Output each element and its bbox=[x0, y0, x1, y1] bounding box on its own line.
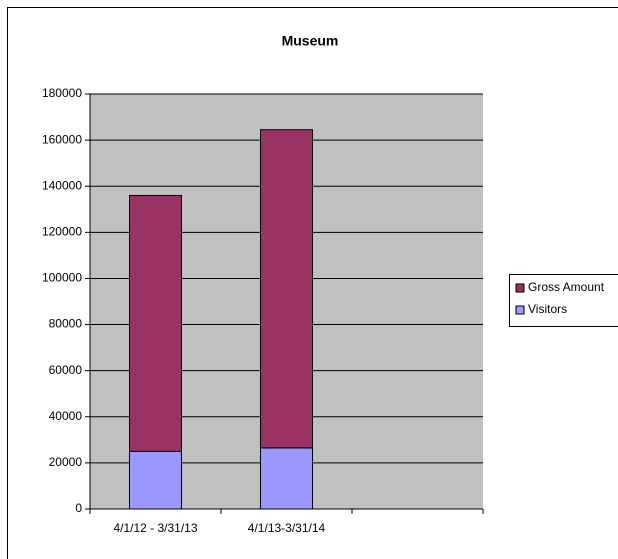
bar-segment bbox=[260, 129, 313, 449]
y-tick-label: 140000 bbox=[42, 178, 82, 192]
x-tick-label: 4/1/12 - 3/31/13 bbox=[113, 521, 197, 535]
y-tick-label: 20000 bbox=[49, 455, 83, 469]
y-tick-label: 40000 bbox=[49, 409, 83, 423]
y-tick-label: 100000 bbox=[42, 271, 82, 285]
legend-label: Visitors bbox=[528, 302, 567, 316]
y-tick-label: 160000 bbox=[42, 132, 82, 146]
y-tick-label: 180000 bbox=[42, 86, 82, 100]
legend-label: Gross Amount bbox=[528, 280, 605, 294]
legend-box bbox=[509, 274, 618, 327]
x-tick-label: 4/1/13-3/31/14 bbox=[248, 521, 326, 535]
legend-swatch bbox=[515, 283, 525, 293]
y-tick-label: 60000 bbox=[49, 363, 83, 377]
bar-segment bbox=[260, 447, 313, 510]
y-tick-label: 120000 bbox=[42, 225, 82, 239]
y-tick-label: 0 bbox=[75, 501, 82, 515]
bar-segment bbox=[129, 194, 182, 452]
bar-segment bbox=[129, 450, 182, 510]
chart-title: Museum bbox=[282, 33, 339, 49]
y-tick-label: 80000 bbox=[49, 317, 83, 331]
legend-swatch bbox=[515, 305, 525, 315]
